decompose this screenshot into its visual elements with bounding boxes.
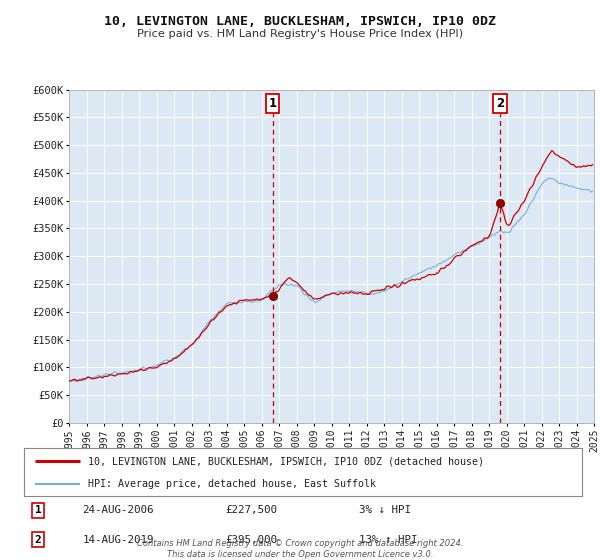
Text: Contains HM Land Registry data © Crown copyright and database right 2024.
This d: Contains HM Land Registry data © Crown c…	[137, 539, 463, 559]
Text: 10, LEVINGTON LANE, BUCKLESHAM, IPSWICH, IP10 0DZ (detached house): 10, LEVINGTON LANE, BUCKLESHAM, IPSWICH,…	[88, 456, 484, 466]
Text: 1: 1	[268, 97, 277, 110]
Text: 3% ↓ HPI: 3% ↓ HPI	[359, 506, 411, 515]
Text: Price paid vs. HM Land Registry's House Price Index (HPI): Price paid vs. HM Land Registry's House …	[137, 29, 463, 39]
Text: 14-AUG-2019: 14-AUG-2019	[83, 535, 154, 544]
Text: 10, LEVINGTON LANE, BUCKLESHAM, IPSWICH, IP10 0DZ: 10, LEVINGTON LANE, BUCKLESHAM, IPSWICH,…	[104, 15, 496, 28]
Text: 13% ↑ HPI: 13% ↑ HPI	[359, 535, 418, 544]
Text: 24-AUG-2006: 24-AUG-2006	[83, 506, 154, 515]
Text: 2: 2	[35, 535, 41, 544]
Text: £227,500: £227,500	[225, 506, 277, 515]
Text: HPI: Average price, detached house, East Suffolk: HPI: Average price, detached house, East…	[88, 479, 376, 489]
Text: £395,000: £395,000	[225, 535, 277, 544]
Text: 1: 1	[35, 506, 41, 515]
Text: 2: 2	[496, 97, 504, 110]
